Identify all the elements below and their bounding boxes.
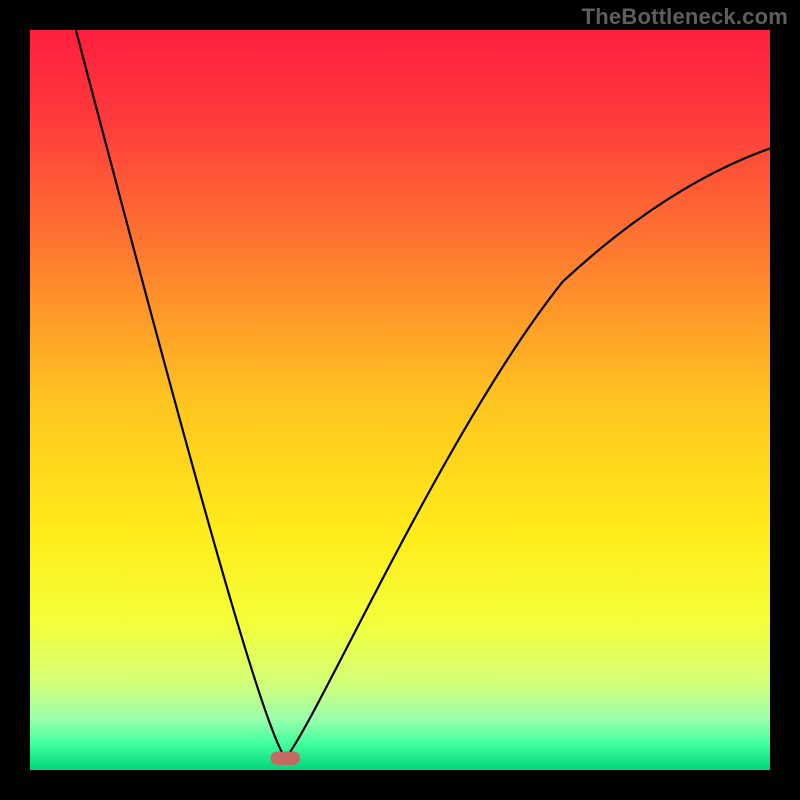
chart-background bbox=[30, 30, 770, 770]
plot-area bbox=[30, 30, 770, 770]
watermark-text: TheBottleneck.com bbox=[582, 4, 788, 30]
chart-svg bbox=[30, 30, 770, 770]
chart-frame: TheBottleneck.com bbox=[0, 0, 800, 800]
vertex-marker bbox=[271, 752, 301, 765]
